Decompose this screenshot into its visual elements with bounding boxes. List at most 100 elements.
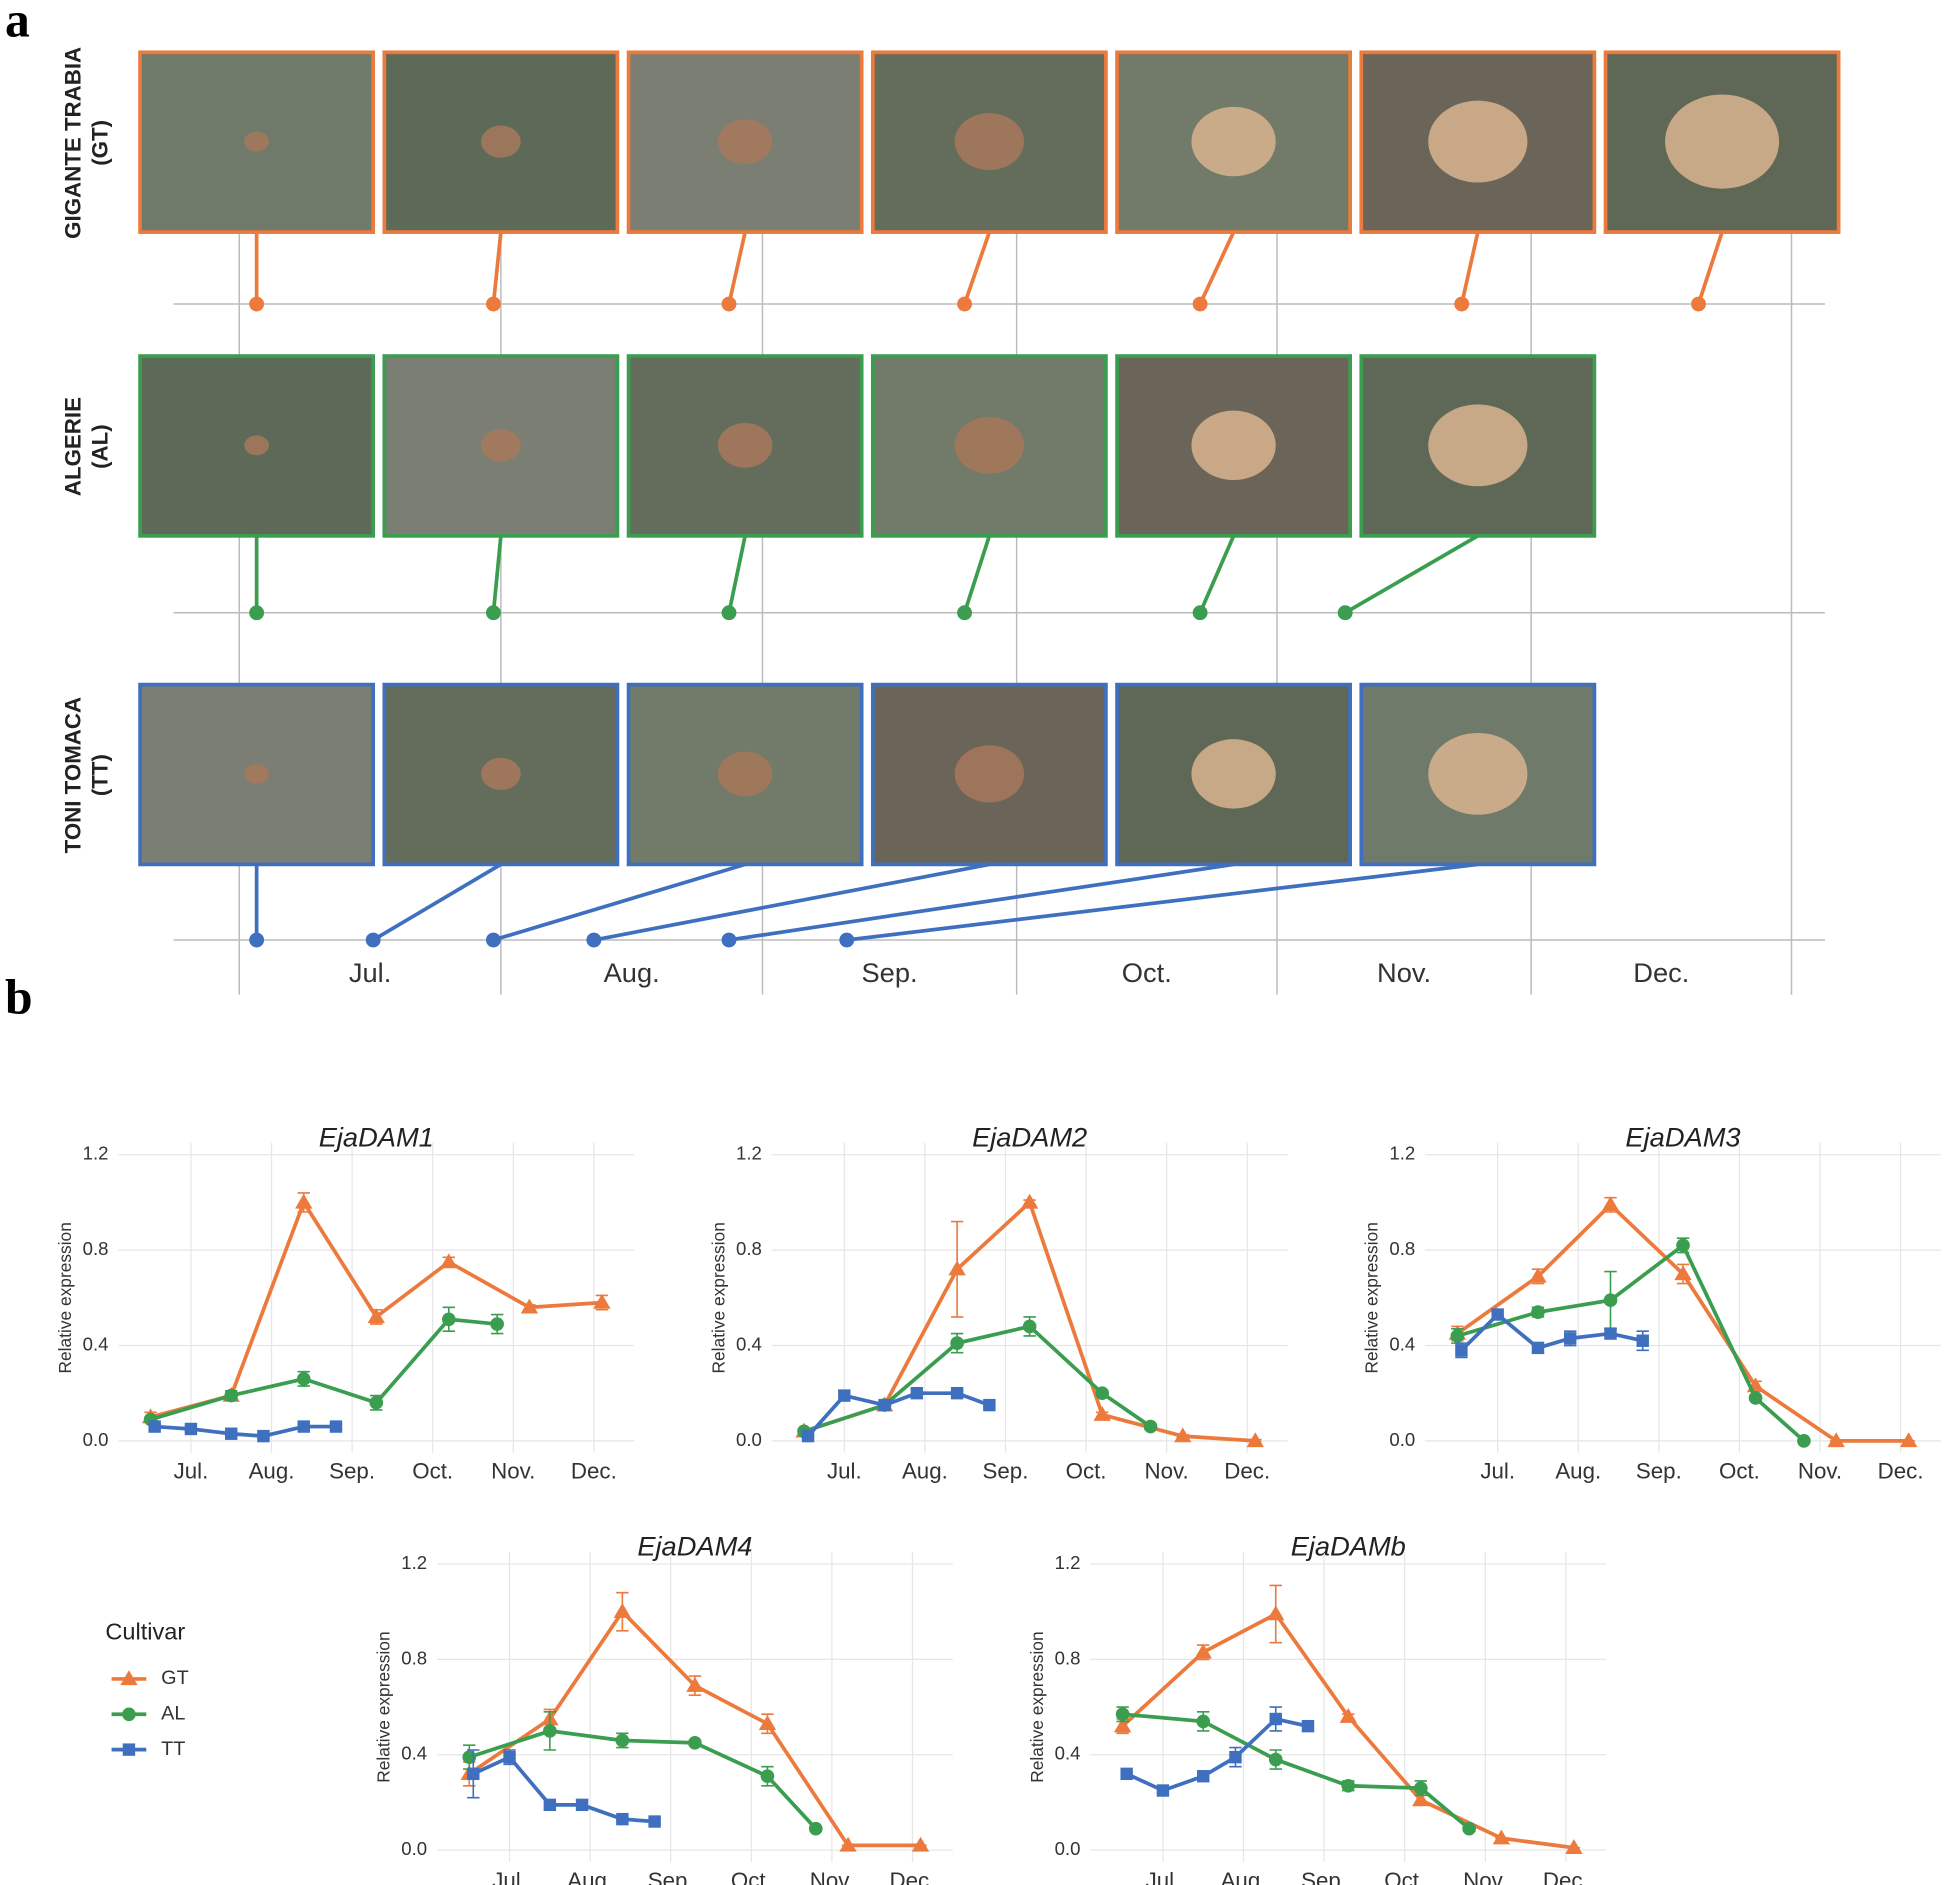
marker (1564, 1332, 1577, 1345)
marker (120, 1670, 138, 1686)
y-tick-label: 0.0 (83, 1429, 109, 1450)
y-axis-label: Relative expression (708, 1222, 728, 1373)
timeline-dot (839, 932, 855, 948)
marker (1491, 1308, 1504, 1321)
marker (1412, 1791, 1430, 1807)
marker (369, 1395, 384, 1410)
marker (648, 1815, 661, 1828)
chart-title: EjaDAM2 (972, 1121, 1087, 1152)
marker (467, 1767, 480, 1781)
marker (808, 1821, 823, 1836)
x-tick-label: Aug. (1555, 1459, 1601, 1484)
marker (1603, 1293, 1618, 1308)
month-label: Oct. (1122, 957, 1172, 988)
y-tick-label: 0.8 (1055, 1647, 1081, 1668)
x-tick-label: Jul. (1480, 1459, 1515, 1484)
row-label: GIGANTE TRABIA (60, 47, 85, 239)
marker (616, 1812, 629, 1826)
photo-bud (717, 751, 773, 797)
marker (593, 1293, 611, 1309)
photo-connector (1198, 231, 1236, 305)
timeline-dot (486, 932, 501, 948)
marker (1115, 1707, 1130, 1722)
timeline-dot (957, 296, 972, 312)
photo-connector (728, 862, 1234, 942)
timeline-dot (1192, 296, 1208, 312)
marker (948, 1260, 966, 1276)
marker (911, 1836, 930, 1852)
row-code: (GT) (88, 120, 113, 166)
marker (878, 1398, 891, 1412)
marker (122, 1707, 136, 1722)
x-tick-label: Jul. (174, 1459, 209, 1484)
photo-bud (1428, 404, 1528, 487)
marker (148, 1420, 161, 1433)
x-tick-label: Oct. (731, 1868, 772, 1885)
marker (295, 1193, 313, 1209)
marker (1604, 1327, 1617, 1340)
marker (1229, 1750, 1242, 1764)
marker (688, 1736, 702, 1750)
marker (1636, 1334, 1649, 1347)
photo-connector (491, 231, 503, 305)
photo-bud (244, 131, 270, 152)
y-tick-label: 0.0 (736, 1429, 762, 1450)
y-tick-label: 0.4 (1055, 1743, 1081, 1764)
x-tick-label: Dec. (890, 1868, 936, 1885)
x-tick-label: Jul. (827, 1459, 862, 1484)
marker (1156, 1784, 1170, 1797)
y-tick-label: 1.2 (736, 1143, 762, 1164)
chart-title: EjaDAM3 (1625, 1121, 1740, 1152)
marker (1120, 1767, 1133, 1781)
y-tick-label: 0.0 (1389, 1429, 1415, 1450)
y-tick-label: 0.4 (1389, 1333, 1415, 1354)
photo-bud (1191, 739, 1276, 809)
timeline-dot (486, 296, 501, 312)
series-line (468, 1608, 921, 1848)
y-tick-label: 1.2 (401, 1552, 427, 1573)
x-tick-label: Aug. (249, 1459, 295, 1484)
photo-connector (962, 535, 992, 614)
photo-bud (717, 423, 773, 468)
photo-bud (1428, 732, 1528, 815)
timeline-dot (957, 605, 972, 621)
marker (575, 1798, 589, 1812)
timeline-dot (249, 296, 265, 312)
marker (1601, 1196, 1620, 1212)
y-tick-label: 0.8 (401, 1647, 427, 1668)
marker (1413, 1781, 1428, 1795)
y-tick-label: 1.2 (1055, 1552, 1081, 1573)
marker (1455, 1344, 1468, 1357)
month-label: Sep. (862, 957, 918, 988)
marker (520, 1298, 539, 1314)
y-tick-label: 0.8 (736, 1238, 762, 1259)
y-axis-label: Relative expression (55, 1222, 75, 1373)
marker (1748, 1391, 1763, 1405)
marker (122, 1743, 136, 1756)
month-label: Dec. (1633, 957, 1689, 988)
row-code: (TT) (88, 754, 113, 796)
marker (1565, 1839, 1583, 1854)
photo-bud (954, 745, 1025, 803)
x-tick-label: Nov. (491, 1459, 535, 1484)
marker (983, 1398, 996, 1412)
marker (1246, 1432, 1264, 1448)
y-tick-label: 0.4 (401, 1743, 427, 1764)
x-tick-label: Dec. (1224, 1459, 1270, 1484)
timeline-dot (586, 932, 602, 948)
marker (950, 1336, 964, 1350)
photo-connector (593, 862, 990, 942)
x-tick-label: Sep. (648, 1868, 694, 1885)
marker (839, 1836, 857, 1852)
photo-bud (1191, 410, 1276, 481)
legend-title: Cultivar (105, 1618, 185, 1644)
x-tick-label: Dec. (1878, 1459, 1924, 1484)
timeline-dot (365, 932, 381, 948)
photo-connector (727, 231, 747, 305)
series-line (1456, 1242, 1806, 1443)
series-line (1121, 1611, 1575, 1850)
marker (1095, 1386, 1109, 1401)
marker (225, 1427, 238, 1440)
marker (613, 1603, 632, 1618)
